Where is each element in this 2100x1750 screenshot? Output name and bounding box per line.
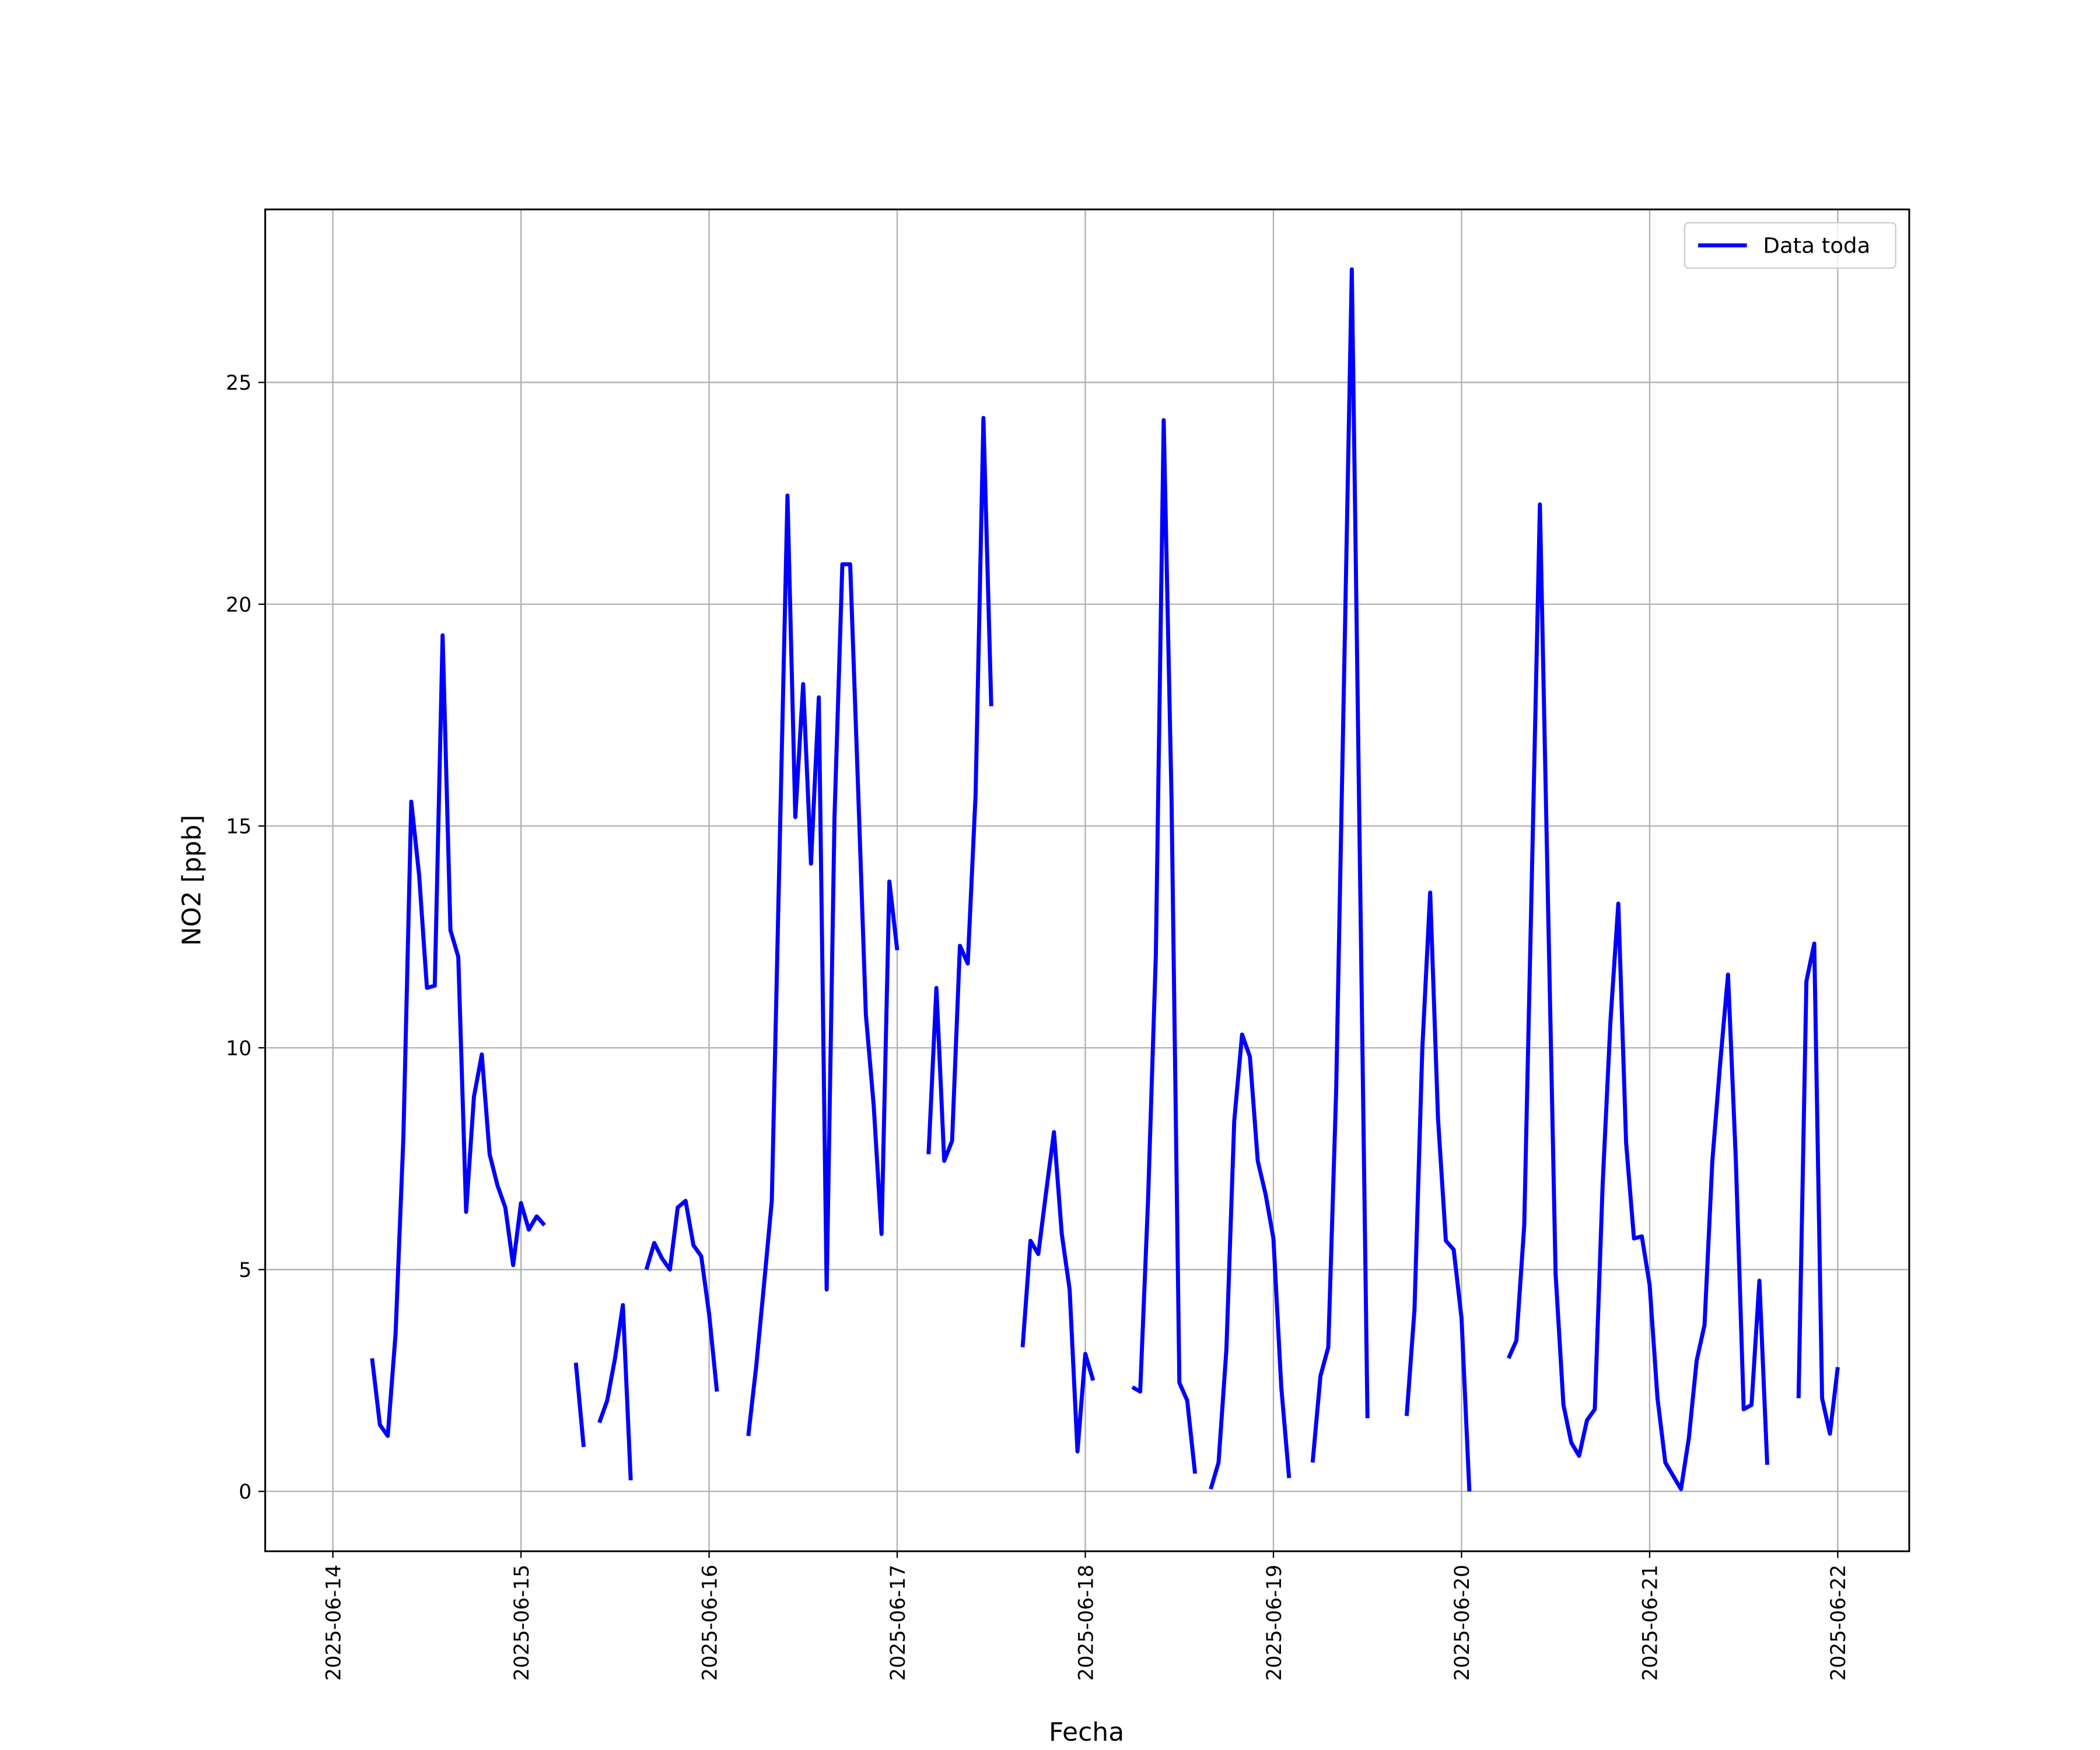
- y-tick-label: 25: [226, 372, 251, 395]
- x-tick-label: 2025-06-18: [1074, 1564, 1098, 1681]
- x-tick-label: 2025-06-22: [1827, 1564, 1850, 1681]
- y-tick-label: 15: [226, 816, 251, 839]
- data-line: [370, 267, 1840, 1492]
- y-axis-label: NO2 [ppb]: [177, 815, 206, 946]
- x-tick-label: 2025-06-16: [698, 1564, 722, 1681]
- legend: Data toda: [1684, 222, 1896, 269]
- y-tick-label: 0: [239, 1480, 251, 1504]
- x-tick-label: 2025-06-19: [1263, 1564, 1286, 1681]
- plot-frame: [264, 208, 1910, 1552]
- y-tick-label: 10: [226, 1037, 251, 1060]
- x-tick-label: 2025-06-20: [1451, 1564, 1474, 1681]
- x-tick-label: 2025-06-15: [510, 1564, 534, 1681]
- x-tick-label: 2025-06-21: [1639, 1564, 1662, 1681]
- legend-box: [1684, 222, 1896, 269]
- legend-label: Data toda: [1763, 233, 1870, 258]
- x-axis-label: Fecha: [1049, 1717, 1124, 1747]
- x-tick-label: 2025-06-14: [322, 1564, 345, 1681]
- y-tick-label: 5: [239, 1259, 251, 1282]
- y-tick-label: 20: [226, 594, 251, 617]
- x-tick-label: 2025-06-17: [887, 1564, 910, 1681]
